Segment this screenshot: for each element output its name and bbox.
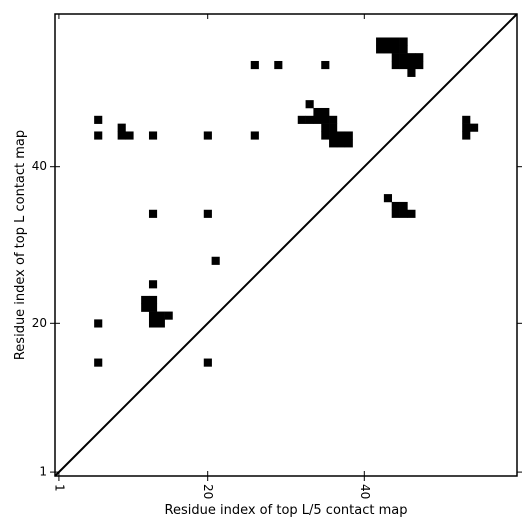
- contact-cell: [94, 319, 103, 328]
- contact-cell: [376, 37, 385, 46]
- contact-cell: [156, 311, 165, 320]
- contact-cell: [391, 37, 400, 46]
- contact-cell: [148, 295, 158, 305]
- contact-cell: [313, 115, 322, 124]
- contact-cell: [203, 209, 212, 218]
- contact-cell: [321, 131, 330, 140]
- contact-cell: [148, 280, 158, 289]
- contact-cells: [94, 37, 479, 367]
- contact-cell: [203, 131, 212, 140]
- x-axis-label: Residue index of top L/5 contact map: [165, 503, 408, 518]
- contact-cell: [203, 358, 212, 367]
- contact-cell: [329, 123, 338, 132]
- contact-cell: [344, 139, 353, 148]
- contact-cell: [470, 123, 479, 132]
- contact-cell: [329, 131, 338, 140]
- contact-cell: [399, 37, 408, 46]
- contact-cell: [399, 209, 408, 218]
- contact-cell: [305, 115, 314, 124]
- contact-cell: [344, 131, 353, 140]
- y-tick-label: 1: [39, 465, 47, 479]
- contact-cell: [148, 303, 158, 312]
- contact-cell: [148, 209, 158, 218]
- contact-cell: [94, 358, 103, 367]
- contact-cell: [383, 37, 393, 46]
- contact-cell: [321, 123, 330, 132]
- contact-cell: [462, 123, 471, 132]
- contact-cell: [313, 107, 322, 117]
- contact-cell: [211, 256, 220, 265]
- contact-cell: [250, 131, 259, 140]
- contact-cell: [156, 319, 165, 328]
- contact-cell: [462, 131, 471, 140]
- contact-cell: [407, 53, 416, 62]
- contact-cell: [376, 45, 385, 54]
- contact-cell: [117, 131, 126, 140]
- contact-cell: [391, 45, 400, 54]
- contact-cell: [391, 53, 400, 62]
- contact-cell: [391, 201, 400, 211]
- plot-frame: [54, 13, 518, 477]
- contact-cell: [399, 45, 408, 54]
- contact-cell: [329, 139, 338, 148]
- contact-cell: [415, 60, 424, 70]
- contact-cell: [336, 139, 346, 148]
- contact-cell: [164, 311, 173, 320]
- contact-cell: [336, 131, 346, 140]
- contact-cell: [391, 209, 400, 218]
- contact-cell: [321, 107, 330, 117]
- contact-cell: [297, 115, 306, 124]
- contact-cell: [141, 303, 150, 312]
- x-tick-label: 1: [52, 484, 66, 492]
- contact-cell: [321, 60, 330, 70]
- contact-cell: [305, 100, 314, 109]
- y-tick-label: 20: [32, 316, 47, 330]
- contact-cell: [329, 115, 338, 124]
- contact-cell: [383, 45, 393, 54]
- contact-cell: [125, 131, 134, 140]
- contact-cell: [399, 60, 408, 70]
- diagonal-line: [54, 13, 518, 477]
- contact-cell: [391, 60, 400, 70]
- contact-cell: [321, 115, 330, 124]
- contact-cell: [274, 60, 283, 70]
- contact-cell: [383, 194, 393, 203]
- contact-cell: [415, 53, 424, 62]
- contact-cell: [148, 311, 158, 320]
- axis-ticks: 1 20 40 1 20 40: [32, 14, 522, 499]
- y-axis-label: Residue index of top L contact map: [13, 130, 28, 360]
- x-tick-label: 20: [201, 484, 215, 499]
- contact-cell: [462, 115, 471, 124]
- contact-cell: [117, 123, 126, 132]
- contact-cell: [399, 53, 408, 62]
- contact-cell: [141, 295, 150, 305]
- contact-cell: [399, 201, 408, 211]
- contact-cell: [148, 131, 158, 140]
- contact-cell: [407, 209, 416, 218]
- contact-cell: [94, 131, 103, 140]
- contact-cell: [94, 115, 103, 124]
- x-tick-label: 40: [358, 484, 372, 499]
- contact-cell: [407, 68, 416, 77]
- contact-cell: [250, 60, 259, 70]
- y-tick-label: 40: [32, 159, 47, 173]
- contact-cell: [148, 319, 158, 328]
- contact-cell: [407, 60, 416, 70]
